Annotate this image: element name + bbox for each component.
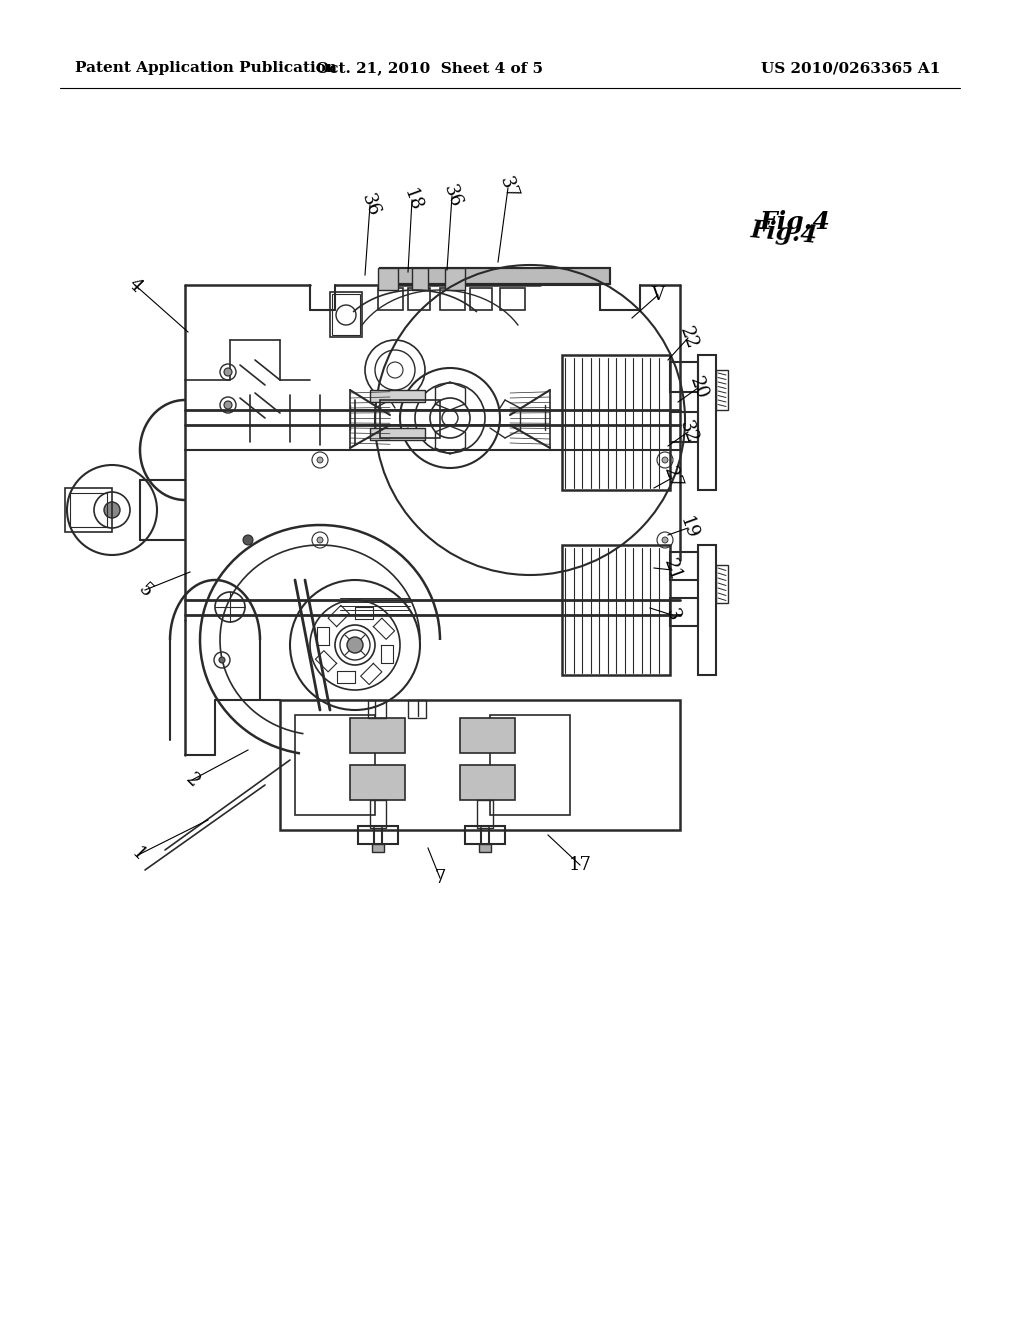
Circle shape — [219, 657, 225, 663]
Text: 27: 27 — [659, 465, 684, 492]
Bar — [716, 565, 728, 603]
Bar — [380, 268, 610, 284]
Bar — [698, 545, 716, 675]
Text: 37: 37 — [496, 174, 520, 202]
Bar — [670, 552, 698, 579]
Bar — [380, 268, 610, 284]
Bar — [380, 400, 440, 438]
Bar — [479, 843, 490, 851]
Bar — [490, 715, 570, 814]
Circle shape — [347, 638, 362, 653]
Bar — [332, 294, 360, 335]
Text: 5: 5 — [134, 579, 156, 601]
Bar — [670, 362, 698, 392]
Text: 22: 22 — [676, 325, 700, 351]
Bar — [370, 800, 386, 828]
Text: V: V — [651, 286, 665, 304]
Circle shape — [317, 537, 323, 543]
Bar — [562, 545, 670, 675]
Text: Patent Application Publication: Patent Application Publication — [75, 61, 337, 75]
Bar — [670, 598, 698, 626]
Circle shape — [224, 368, 232, 376]
Circle shape — [243, 535, 253, 545]
Text: 2: 2 — [181, 770, 203, 791]
Text: 1: 1 — [128, 845, 148, 866]
Text: 36: 36 — [439, 182, 465, 210]
Text: 17: 17 — [568, 855, 592, 874]
Circle shape — [104, 502, 120, 517]
Bar — [378, 268, 398, 290]
Bar — [465, 826, 505, 843]
Text: 32: 32 — [676, 418, 700, 446]
Bar — [70, 492, 106, 527]
Text: 18: 18 — [399, 186, 424, 214]
Bar — [330, 292, 362, 337]
Bar — [562, 355, 670, 490]
Bar — [370, 389, 425, 403]
Bar — [350, 718, 406, 752]
Bar — [716, 370, 728, 411]
Bar — [65, 488, 112, 532]
Bar — [500, 288, 525, 310]
Circle shape — [662, 457, 668, 463]
Text: US 2010/0263365 A1: US 2010/0263365 A1 — [761, 61, 940, 75]
Bar — [412, 268, 428, 290]
Text: Fig.4: Fig.4 — [760, 210, 830, 234]
Bar — [440, 288, 465, 310]
Circle shape — [224, 401, 232, 409]
Text: 7: 7 — [434, 869, 445, 887]
Bar — [477, 800, 493, 828]
Text: 19: 19 — [676, 513, 700, 543]
Bar — [378, 288, 403, 310]
Circle shape — [317, 457, 323, 463]
Bar — [698, 355, 716, 490]
Text: Oct. 21, 2010  Sheet 4 of 5: Oct. 21, 2010 Sheet 4 of 5 — [316, 61, 544, 75]
Bar — [470, 288, 492, 310]
Text: 4: 4 — [125, 275, 145, 296]
Bar — [670, 412, 698, 442]
Circle shape — [662, 537, 668, 543]
Bar — [408, 288, 430, 310]
Bar — [460, 766, 515, 800]
Text: 3: 3 — [662, 606, 682, 623]
Bar — [562, 355, 670, 490]
Bar — [368, 700, 386, 718]
Bar — [358, 826, 398, 843]
Bar — [370, 428, 425, 440]
Bar — [350, 766, 406, 800]
Bar — [445, 268, 465, 290]
Text: 20: 20 — [686, 374, 711, 401]
Bar — [408, 700, 426, 718]
Bar — [280, 700, 680, 830]
Bar — [460, 718, 515, 752]
Text: 21: 21 — [659, 556, 684, 583]
Text: 36: 36 — [357, 191, 382, 219]
Bar — [372, 843, 384, 851]
Bar — [295, 715, 375, 814]
Text: Fig.4: Fig.4 — [750, 218, 819, 248]
